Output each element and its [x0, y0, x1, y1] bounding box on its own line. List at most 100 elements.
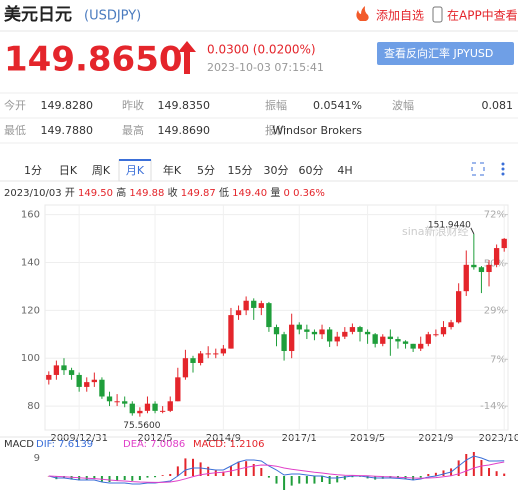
macd-line [48, 455, 505, 485]
price: 149.8650 [4, 40, 183, 80]
tab[interactable]: 年K [163, 163, 182, 177]
open-in-app[interactable]: 在APP中查看 [447, 8, 518, 23]
y-tick-label: 160 [21, 210, 40, 221]
info-item: 2023/10/03 [4, 188, 62, 199]
macd-bar [207, 466, 210, 476]
candle-body [76, 374, 82, 387]
candle-body [46, 374, 52, 380]
fire-icon [356, 6, 369, 21]
macd-bar [184, 458, 187, 476]
y2-tick-label: 72% [484, 210, 506, 221]
candle-body [228, 315, 234, 349]
candle-body [258, 303, 264, 308]
tab[interactable]: 15分 [228, 164, 253, 177]
candle-body [349, 327, 356, 332]
candle-body [281, 334, 287, 352]
period-tabs: 1分 日K 周K 月K 年K 5分 15分 30分 60分 4H [0, 159, 518, 182]
tab[interactable]: 周K [92, 164, 111, 177]
x-tick-label: 2009/12/31 [50, 433, 108, 444]
tab[interactable]: 30分 [264, 164, 289, 177]
max-label: 151.9440 [428, 220, 471, 230]
tab[interactable]: 月K [126, 164, 145, 177]
macd-bar [442, 470, 445, 476]
candle-body [296, 324, 302, 330]
tab[interactable]: 60分 [299, 164, 324, 177]
x-tick-label: 2021/9 [418, 433, 453, 444]
y-tick-label: 120 [21, 305, 40, 316]
candle-body [152, 403, 158, 411]
stats-table: 今开 149.8280 昨收 149.8350 振幅 0.0541% 波幅 0.081 最低 14… [0, 92, 518, 144]
macd-bar [336, 476, 339, 483]
reverse-button[interactable] [377, 42, 514, 65]
candle-body [471, 264, 477, 268]
info-item: 高 [116, 186, 126, 199]
candle-body [372, 334, 378, 344]
candle-body [53, 365, 60, 375]
candle-body [433, 334, 439, 336]
y2-tick-label: -14% [480, 401, 506, 412]
macd-bar [283, 476, 286, 490]
x-tick-label: 2023/10/3 [479, 433, 518, 444]
stat-value: 149.7880 [41, 124, 94, 137]
phone-icon [432, 6, 443, 23]
more-icon[interactable] [501, 162, 505, 176]
macd-bar [146, 476, 149, 478]
tab[interactable]: 5分 [197, 164, 215, 177]
candle-body [425, 334, 431, 344]
add-watchlist[interactable]: 添加自选 [376, 9, 424, 23]
candle-body [129, 403, 135, 414]
candle-body [235, 310, 242, 316]
info-item: 149.40 [232, 188, 267, 199]
macd-bar [108, 476, 111, 482]
macd-bar [427, 474, 430, 476]
macd-bar [70, 476, 73, 480]
info-item: 149.88 [129, 188, 164, 199]
macd-bar [488, 468, 491, 476]
pair-code: (USDJPY) [84, 9, 141, 24]
x-tick-label: 2017/1 [282, 433, 317, 444]
x-tick-label: 2012/5 [137, 433, 172, 444]
macd-line [48, 461, 505, 483]
macd-bar [465, 454, 468, 476]
candle-body [326, 329, 333, 342]
fullscreen-icon[interactable] [471, 162, 485, 176]
tab[interactable]: 1分 [24, 164, 42, 177]
macd-bar [267, 476, 270, 478]
macd-bar [169, 474, 172, 476]
stat-label: 今开 [4, 98, 26, 112]
y-tick-label: 9 [34, 453, 40, 464]
candle-body [342, 331, 348, 337]
macd-bar [275, 476, 278, 484]
info-item: 149.87 [181, 188, 216, 199]
watermark: sina新浪财经 [402, 224, 469, 238]
stat-label: 最低 [4, 124, 26, 137]
tab[interactable]: 日K [59, 164, 78, 177]
macd-bar [305, 476, 308, 484]
candle-body [357, 327, 363, 332]
candle-body [175, 377, 181, 402]
legend-entry: DIF: 7.6139 [36, 439, 93, 450]
macd-bar [222, 471, 225, 476]
candle-body [84, 382, 90, 387]
info-item: 0 [284, 188, 290, 199]
candle-body [220, 348, 227, 354]
candle-body [364, 331, 371, 335]
candle-body [99, 379, 105, 397]
candle-body [418, 343, 424, 349]
quote-time: 2023-10-03 07:15:41 [207, 61, 324, 74]
y-tick-label: 140 [21, 257, 40, 268]
candle-body [137, 410, 143, 414]
macd-bar [154, 476, 157, 478]
stat-label: 振幅 [265, 98, 287, 112]
x-tick-label: 2019/5 [350, 433, 385, 444]
legend-entry: DEA: 7.0086 [123, 439, 185, 450]
candle-body [304, 329, 310, 332]
candle-body [91, 379, 97, 383]
stat-value: 0.081 [482, 99, 514, 112]
candle-body [448, 322, 454, 328]
candle-body [463, 264, 469, 292]
tab[interactable]: 4H [337, 164, 352, 177]
reverse-button-label[interactable]: 查看反向汇率 JPYUSD [384, 46, 493, 60]
candle-body [213, 353, 219, 355]
